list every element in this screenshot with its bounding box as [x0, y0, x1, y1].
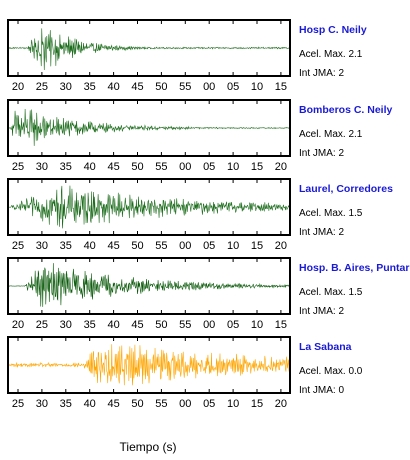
x-tick-label: 45 — [107, 398, 119, 410]
x-tick-label: 05 — [203, 398, 215, 410]
x-tick-label: 35 — [84, 81, 96, 93]
pga-label: Acel. Max. 1.5 — [299, 287, 363, 298]
waveform-trace — [8, 263, 290, 307]
x-tick-label: 35 — [60, 161, 72, 173]
x-tick-label: 25 — [12, 398, 24, 410]
x-tick-label: 30 — [36, 161, 48, 173]
pga-label: Acel. Max. 2.1 — [299, 49, 363, 60]
station-name: Bomberos C. Neily — [299, 104, 393, 116]
x-tick-label: 00 — [179, 240, 191, 252]
x-tick-label: 00 — [179, 161, 191, 173]
x-tick-label: 10 — [227, 240, 239, 252]
x-tick-label: 10 — [227, 161, 239, 173]
x-tick-label: 50 — [131, 240, 143, 252]
panel-frame — [7, 178, 291, 236]
x-tick-label: 00 — [203, 81, 215, 93]
jma-intensity-label: Int JMA: 2 — [299, 68, 344, 79]
x-tick-label: 30 — [36, 240, 48, 252]
x-tick-label: 55 — [155, 398, 167, 410]
station-name: La Sabana — [299, 341, 352, 353]
x-tick-label: 10 — [251, 81, 263, 93]
x-tick-label: 25 — [12, 240, 24, 252]
x-tick-label: 25 — [12, 161, 24, 173]
x-tick-label: 50 — [155, 319, 167, 331]
x-tick-label: 20 — [12, 81, 24, 93]
seismogram-panel: 25 30 35 40 45 50 55 00 05 10 15 20 Laurel, Corredor… — [7, 178, 393, 252]
station-name: Hosp C. Neily — [299, 24, 367, 36]
x-tick-label: 55 — [155, 161, 167, 173]
x-tick-label: 30 — [36, 398, 48, 410]
pga-label: Acel. Max. 1.5 — [299, 208, 363, 219]
x-tick-label: 50 — [155, 81, 167, 93]
pga-label: Acel. Max. 2.1 — [299, 129, 363, 140]
x-tick-label: 40 — [107, 319, 119, 331]
x-tick-label: 05 — [227, 319, 239, 331]
seismogram-panel: 20 25 30 35 40 45 50 55 00 05 10 15 Hosp. B. Aires, … — [7, 257, 410, 331]
x-tick-label: 45 — [107, 161, 119, 173]
seismogram-panel: 25 30 35 40 45 50 55 00 05 10 15 20 La Sabana Acel. M… — [7, 336, 363, 410]
seismogram-panel: 25 30 35 40 45 50 55 00 05 10 15 20 Bomberos C. Neil… — [7, 99, 393, 173]
x-tick-label: 15 — [275, 319, 287, 331]
x-tick-label: 50 — [131, 398, 143, 410]
x-tick-label: 25 — [36, 319, 48, 331]
x-tick-label: 40 — [107, 81, 119, 93]
x-tick-label: 55 — [155, 240, 167, 252]
pga-label: Acel. Max. 0.0 — [299, 366, 363, 377]
waveform-trace — [8, 185, 290, 229]
x-tick-label: 10 — [227, 398, 239, 410]
jma-intensity-label: Int JMA: 2 — [299, 148, 344, 159]
station-name: Hosp. B. Aires, Puntarenas — [299, 262, 410, 274]
x-tick-label: 35 — [60, 240, 72, 252]
waveform-trace — [8, 108, 290, 146]
x-tick-label: 00 — [203, 319, 215, 331]
x-tick-label: 00 — [179, 398, 191, 410]
x-tick-label: 20 — [275, 161, 287, 173]
x-tick-label: 45 — [131, 319, 143, 331]
panel-frame — [7, 336, 291, 394]
jma-intensity-label: Int JMA: 0 — [299, 385, 344, 396]
x-tick-label: 15 — [251, 240, 263, 252]
x-tick-label: 45 — [107, 240, 119, 252]
panel-frame — [7, 99, 291, 157]
x-tick-label: 15 — [275, 81, 287, 93]
x-tick-label: 30 — [60, 81, 72, 93]
panel-frame — [7, 257, 291, 315]
waveform-trace — [8, 344, 290, 386]
x-tick-label: 25 — [36, 81, 48, 93]
x-tick-label: 20 — [275, 240, 287, 252]
x-tick-label: 10 — [251, 319, 263, 331]
x-tick-label: 40 — [84, 398, 96, 410]
x-tick-label: 05 — [203, 161, 215, 173]
x-tick-label: 20 — [12, 319, 24, 331]
x-tick-label: 40 — [84, 240, 96, 252]
x-tick-label: 05 — [227, 81, 239, 93]
x-tick-label: 55 — [179, 81, 191, 93]
panel-frame — [7, 19, 291, 77]
x-tick-label: 35 — [84, 319, 96, 331]
x-tick-label: 45 — [131, 81, 143, 93]
station-name: Laurel, Corredores — [299, 183, 393, 195]
x-tick-label: 05 — [203, 240, 215, 252]
waveform-trace — [8, 28, 290, 71]
x-tick-label: 20 — [275, 398, 287, 410]
x-tick-label: 40 — [84, 161, 96, 173]
jma-intensity-label: Int JMA: 2 — [299, 306, 344, 317]
x-tick-label: 35 — [60, 398, 72, 410]
x-tick-label: 30 — [60, 319, 72, 331]
x-tick-label: 15 — [251, 398, 263, 410]
x-axis-label: Tiempo (s) — [120, 440, 177, 454]
jma-intensity-label: Int JMA: 2 — [299, 227, 344, 238]
seismogram-panel: 20 25 30 35 40 45 50 55 00 05 10 15 Hosp C. Neily Ace… — [7, 19, 367, 93]
x-tick-label: 15 — [251, 161, 263, 173]
x-tick-label: 55 — [179, 319, 191, 331]
x-tick-label: 50 — [131, 161, 143, 173]
